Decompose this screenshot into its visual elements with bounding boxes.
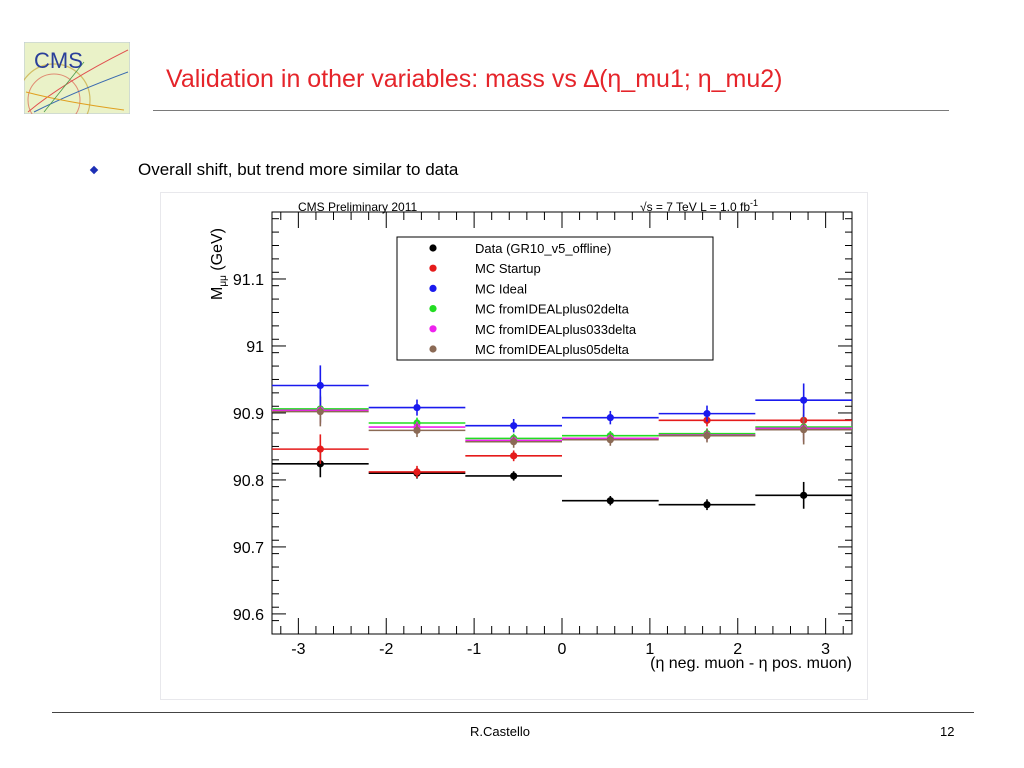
footer-author: R.Castello xyxy=(470,724,530,739)
bullet-text: Overall shift, but trend more similar to… xyxy=(138,160,459,179)
series-2 xyxy=(272,365,852,433)
y-tick-label: 90.7 xyxy=(233,540,264,557)
y-axis-label-unit: (GeV) xyxy=(209,228,226,275)
legend-marker xyxy=(429,305,437,313)
legend-label: MC Startup xyxy=(475,261,541,276)
legend: Data (GR10_v5_offline) MC Startup MC Ideal… xyxy=(396,236,714,361)
data-point xyxy=(510,472,518,480)
legend-label: MC Ideal xyxy=(475,281,527,296)
x-tick-label: 1 xyxy=(645,641,654,658)
data-point xyxy=(316,445,324,453)
y-tick-label: 90.8 xyxy=(233,473,264,490)
cms-logo-text: CMS xyxy=(34,48,83,73)
chart-header-right: √s = 7 TeV L = 1.0 fb-1 xyxy=(640,198,758,214)
x-tick-label: 0 xyxy=(558,641,567,658)
y-tick-label: 91.1 xyxy=(233,272,264,289)
data-point xyxy=(413,403,421,412)
legend-marker xyxy=(429,345,437,353)
slide-title: Validation in other variables: mass vs ∆… xyxy=(166,65,783,93)
data-point xyxy=(703,432,711,440)
y-tick-label: 90.9 xyxy=(233,406,264,423)
data-point xyxy=(413,426,421,434)
y-axis-label: Mμμ (GeV) xyxy=(209,228,229,300)
x-tick-label: -1 xyxy=(467,641,481,658)
legend-label: MC fromIDEALplus05delta xyxy=(475,342,630,357)
y-axis-label-sub: μμ xyxy=(218,275,229,287)
legend-marker xyxy=(429,325,437,333)
chart-header-right-sup: -1 xyxy=(750,198,758,208)
data-point xyxy=(510,452,518,460)
x-tick-label: -2 xyxy=(379,641,393,658)
data-point xyxy=(316,381,324,390)
title-divider xyxy=(153,110,949,111)
x-axis-label: (η neg. muon - η pos. muon) xyxy=(650,655,852,672)
legend-label: Data (GR10_v5_offline) xyxy=(475,241,611,256)
legend-marker xyxy=(429,264,437,272)
plot-frame xyxy=(160,192,868,700)
data-point xyxy=(606,414,614,422)
data-point xyxy=(606,436,614,444)
x-tick-label: -3 xyxy=(291,641,305,658)
y-tick-label: 91 xyxy=(246,339,264,356)
legend-label: MC fromIDEALplus02delta xyxy=(475,302,630,317)
series-0 xyxy=(272,450,852,511)
series-5 xyxy=(272,396,852,448)
x-tick-label: 2 xyxy=(733,641,742,658)
page-number: 12 xyxy=(940,724,955,739)
footer-divider xyxy=(52,712,974,713)
series-3 xyxy=(272,395,852,444)
data-point xyxy=(800,396,808,404)
data-point xyxy=(703,501,711,509)
x-tick-label: 3 xyxy=(821,641,830,658)
chart-header-left: CMS Preliminary 2011 xyxy=(298,200,417,214)
data-point xyxy=(703,410,711,418)
legend-marker xyxy=(429,284,437,292)
legend-label: MC fromIDEALplus033delta xyxy=(475,322,637,337)
y-tick-label: 90.6 xyxy=(233,607,264,624)
legend-box xyxy=(396,236,714,361)
cms-logo: CMS xyxy=(24,42,130,114)
data-point xyxy=(800,426,808,434)
data-point xyxy=(316,408,324,416)
legend-marker xyxy=(429,244,437,252)
data-point xyxy=(800,491,808,499)
data-point xyxy=(510,422,518,430)
data-point xyxy=(606,497,614,505)
data-point xyxy=(413,468,421,476)
data-point xyxy=(510,438,518,446)
